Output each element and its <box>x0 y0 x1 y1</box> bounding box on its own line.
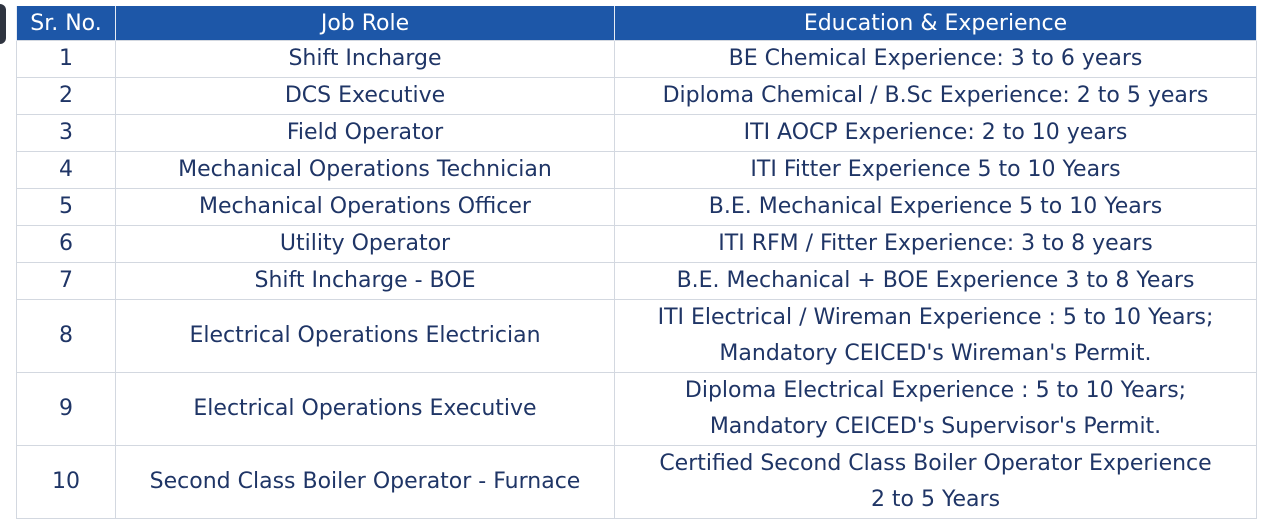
education-cell: Certified Second Class Boiler Operator E… <box>614 445 1257 519</box>
job-role-cell: Electrical Operations Executive <box>115 372 615 446</box>
education-line: BE Chemical Experience: 3 to 6 years <box>728 46 1143 71</box>
sr-no-cell: 9 <box>16 372 116 446</box>
education-cell: B.E. Mechanical + BOE Experience 3 to 8 … <box>614 262 1257 300</box>
table-row: 2 DCS Executive Diploma Chemical / B.Sc … <box>16 77 1257 115</box>
sr-no-cell: 3 <box>16 114 116 152</box>
sr-no-cell: 1 <box>16 40 116 78</box>
job-role-cell: DCS Executive <box>115 77 615 115</box>
education-line: Mandatory CEICED's Wireman's Permit. <box>719 341 1152 366</box>
education-line: ITI AOCP Experience: 2 to 10 years <box>743 120 1128 145</box>
sr-no-cell: 8 <box>16 299 116 373</box>
education-line: B.E. Mechanical Experience 5 to 10 Years <box>708 194 1163 219</box>
sr-no-cell: 10 <box>16 445 116 519</box>
table-row: 4 Mechanical Operations Technician ITI F… <box>16 151 1257 189</box>
table-row: 9 Electrical Operations Executive Diplom… <box>16 372 1257 446</box>
job-roles-table: Sr. No. Job Role Education & Experience … <box>16 6 1257 519</box>
job-role-cell: Utility Operator <box>115 225 615 263</box>
education-cell: Diploma Chemical / B.Sc Experience: 2 to… <box>614 77 1257 115</box>
education-line: ITI Electrical / Wireman Experience : 5 … <box>657 305 1214 330</box>
education-line: B.E. Mechanical + BOE Experience 3 to 8 … <box>676 268 1195 293</box>
job-role-cell: Mechanical Operations Technician <box>115 151 615 189</box>
education-line: ITI Fitter Experience 5 to 10 Years <box>750 157 1121 182</box>
education-line: Mandatory CEICED's Supervisor's Permit. <box>709 414 1162 439</box>
education-line: Diploma Electrical Experience : 5 to 10 … <box>684 378 1187 403</box>
education-line: Certified Second Class Boiler Operator E… <box>659 451 1212 476</box>
education-cell: ITI AOCP Experience: 2 to 10 years <box>614 114 1257 152</box>
job-role-cell: Mechanical Operations Officer <box>115 188 615 226</box>
job-role-cell: Shift Incharge - BOE <box>115 262 615 300</box>
education-cell: Diploma Electrical Experience : 5 to 10 … <box>614 372 1257 446</box>
table-row: 7 Shift Incharge - BOE B.E. Mechanical +… <box>16 262 1257 300</box>
sr-no-cell: 2 <box>16 77 116 115</box>
table-row: 3 Field Operator ITI AOCP Experience: 2 … <box>16 114 1257 152</box>
sr-no-cell: 6 <box>16 225 116 263</box>
job-role-cell: Second Class Boiler Operator - Furnace <box>115 445 615 519</box>
table-row: 8 Electrical Operations Electrician ITI … <box>16 299 1257 373</box>
job-role-cell: Shift Incharge <box>115 40 615 78</box>
education-line: ITI RFM / Fitter Experience: 3 to 8 year… <box>718 231 1153 256</box>
header-sr-no: Sr. No. <box>16 6 116 41</box>
sr-no-cell: 4 <box>16 151 116 189</box>
header-education-experience: Education & Experience <box>614 6 1257 41</box>
education-cell: B.E. Mechanical Experience 5 to 10 Years <box>614 188 1257 226</box>
education-cell: ITI Electrical / Wireman Experience : 5 … <box>614 299 1257 373</box>
education-cell: ITI Fitter Experience 5 to 10 Years <box>614 151 1257 189</box>
table-row: 1 Shift Incharge BE Chemical Experience:… <box>16 40 1257 78</box>
sr-no-cell: 7 <box>16 262 116 300</box>
left-edge-decoration <box>0 4 6 44</box>
job-role-cell: Field Operator <box>115 114 615 152</box>
education-cell: ITI RFM / Fitter Experience: 3 to 8 year… <box>614 225 1257 263</box>
sr-no-cell: 5 <box>16 188 116 226</box>
education-line: 2 to 5 Years <box>870 487 1001 512</box>
table-row: 5 Mechanical Operations Officer B.E. Mec… <box>16 188 1257 226</box>
table-row: 10 Second Class Boiler Operator - Furnac… <box>16 445 1257 519</box>
education-line: Diploma Chemical / B.Sc Experience: 2 to… <box>662 83 1209 108</box>
table-row: 6 Utility Operator ITI RFM / Fitter Expe… <box>16 225 1257 263</box>
education-cell: BE Chemical Experience: 3 to 6 years <box>614 40 1257 78</box>
header-job-role: Job Role <box>115 6 615 41</box>
job-role-cell: Electrical Operations Electrician <box>115 299 615 373</box>
table-header-row: Sr. No. Job Role Education & Experience <box>16 6 1257 41</box>
